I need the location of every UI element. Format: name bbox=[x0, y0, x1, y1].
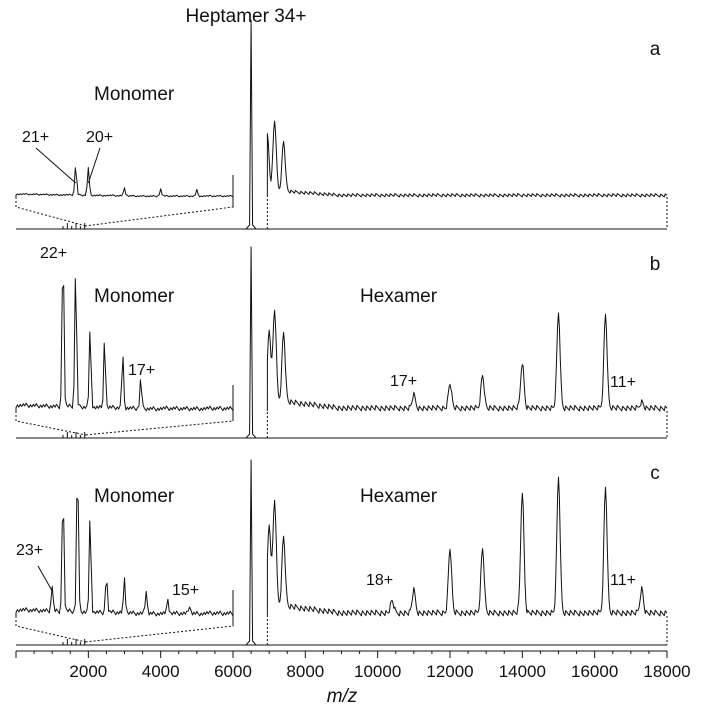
charge-state-label: 23+ bbox=[16, 542, 43, 559]
monomer-zoom-trace bbox=[15, 497, 234, 617]
heptamer-main-peak bbox=[245, 246, 257, 439]
x-tick-label: 6000 bbox=[214, 662, 252, 681]
x-tick-label: 2000 bbox=[69, 662, 107, 681]
monomer-zoom-trace bbox=[15, 167, 234, 198]
region-label-monomer: Monomer bbox=[94, 84, 175, 105]
charge-state-label: 11+ bbox=[610, 374, 636, 391]
hexamer-zoom-trace bbox=[266, 476, 668, 617]
panel-label: a bbox=[650, 39, 661, 60]
charge-state-label: 22+ bbox=[40, 245, 67, 262]
x-tick-label: 14000 bbox=[499, 662, 546, 681]
region-label-monomer: Monomer bbox=[94, 286, 175, 307]
hexamer-zoom-trace bbox=[266, 309, 668, 412]
panel-label: c bbox=[650, 463, 660, 484]
charge-state-label: 21+ bbox=[22, 129, 49, 146]
panel-a: a Monomer 21+ 20+ bbox=[15, 19, 668, 230]
hexamer-zoom-connector bbox=[266, 616, 668, 645]
x-tick-label: 16000 bbox=[571, 662, 618, 681]
monomer-zoom-trace bbox=[15, 278, 234, 412]
monomer-zoom-connector bbox=[15, 616, 234, 643]
x-tick-label: 18000 bbox=[643, 662, 690, 681]
panel-label: b bbox=[650, 254, 661, 275]
charge-state-label: 20+ bbox=[86, 129, 113, 146]
x-tick-label: 10000 bbox=[354, 662, 401, 681]
charge-state-label: 17+ bbox=[390, 373, 417, 390]
monomer-zoom-connector bbox=[15, 197, 234, 227]
x-tick-label: 4000 bbox=[142, 662, 180, 681]
annotation-leader bbox=[87, 147, 101, 184]
heptamer-main-peak bbox=[245, 459, 257, 646]
charge-state-label: 11+ bbox=[610, 572, 636, 589]
hexamer-zoom-connector bbox=[266, 411, 668, 438]
hexamer-zoom-trace bbox=[266, 120, 668, 198]
spectra-panels: a Monomer 21+ 20+ b Monomer Hexamer 22+ 17+ 17+ 11… bbox=[15, 19, 668, 646]
monomer-zoom-connector bbox=[15, 411, 234, 436]
x-tick-label: 8000 bbox=[286, 662, 324, 681]
heptamer-main-peak bbox=[245, 19, 257, 230]
x-ticks: 2000 4000 6000 8000 10000 12000 14000 16000 1800… bbox=[15, 651, 691, 681]
charge-state-label: 18+ bbox=[366, 572, 393, 589]
region-label-hexamer: Hexamer bbox=[360, 486, 438, 507]
x-tick-label: 12000 bbox=[426, 662, 473, 681]
charge-state-label: 15+ bbox=[172, 582, 199, 599]
x-axis: 2000 4000 6000 8000 10000 12000 14000 16000 1800… bbox=[15, 650, 691, 681]
x-axis-title: m/z bbox=[327, 686, 358, 707]
panel-b: b Monomer Hexamer 22+ 17+ 17+ 11+ bbox=[15, 245, 668, 439]
annotation-leader bbox=[37, 565, 53, 592]
annotation-leader bbox=[35, 147, 77, 184]
region-label-monomer: Monomer bbox=[94, 486, 175, 507]
region-label-hexamer: Hexamer bbox=[360, 286, 438, 307]
panel-c: c Monomer Hexamer 23+ 15+ 18+ 11+ bbox=[15, 459, 668, 646]
hexamer-zoom-connector bbox=[266, 197, 668, 229]
charge-state-label: 17+ bbox=[128, 362, 155, 379]
heptamer-label: Heptamer 34+ bbox=[186, 6, 307, 27]
